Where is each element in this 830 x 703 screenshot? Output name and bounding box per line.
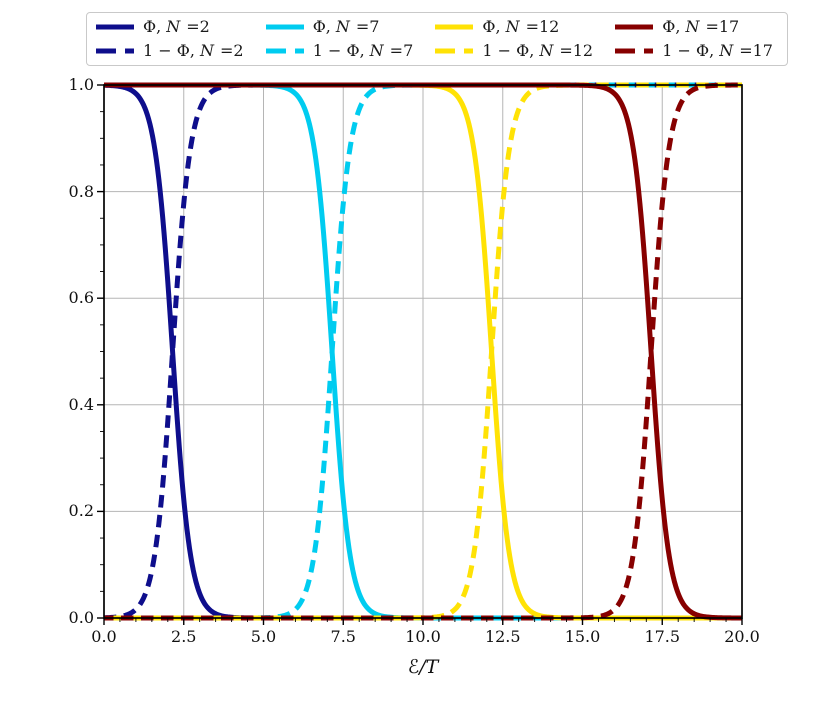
legend-label-suffix: =2 [186, 17, 210, 36]
legend-column: Φ, N =7 1 − Φ, N =7 [265, 16, 414, 62]
legend-swatch-dashed-line [435, 48, 474, 54]
legend-column: Φ, N =17 1 − Φ, N =17 [615, 16, 773, 62]
legend-entry: Φ, N =12 [435, 16, 593, 38]
x-axis-label: ℰ/T [407, 656, 439, 678]
legend-label: Φ, N =2 [143, 16, 210, 38]
x-tick-label: 17.5 [644, 627, 681, 646]
legend-label-suffix: =7 [389, 41, 414, 60]
legend-label: Φ, N =17 [662, 16, 739, 38]
legend-label-prefix: Φ, [312, 17, 331, 36]
legend-swatch-solid-line [615, 24, 654, 30]
legend-label: 1 − Φ, N =2 [143, 40, 244, 62]
legend-n-symbol: N [539, 41, 554, 60]
legend: Φ, N =2 1 − Φ, N =2 Φ, N =7 1 − Φ, N =7 Φ, N =12 1 − Φ,… [86, 12, 788, 66]
legend-n-symbol: N [166, 17, 181, 36]
x-tick-label: 5.0 [250, 627, 277, 646]
y-tick-label: 0.6 [68, 288, 94, 308]
grid-lines [104, 85, 742, 618]
legend-entry: 1 − Φ, N =2 [96, 40, 244, 62]
legend-entry: 1 − Φ, N =17 [615, 40, 773, 62]
legend-swatch-solid-line [265, 24, 304, 30]
legend-label: 1 − Φ, N =17 [662, 40, 773, 62]
legend-n-symbol: N [335, 17, 350, 36]
legend-swatch-solid-line [96, 24, 134, 30]
legend-entry: Φ, N =7 [265, 16, 414, 38]
legend-swatch-dashed-line [96, 48, 134, 54]
legend-swatch-dashed-line [265, 48, 304, 54]
legend-label-suffix: =2 [219, 41, 244, 60]
legend-swatch-solid-line [435, 24, 474, 30]
legend-n-symbol: N [685, 17, 700, 36]
legend-column: Φ, N =12 1 − Φ, N =12 [435, 16, 593, 62]
legend-n-symbol: N [369, 41, 384, 60]
x-tick-label: 7.5 [330, 627, 356, 646]
legend-n-symbol: N [505, 17, 520, 36]
y-tick-label: 0.2 [68, 501, 94, 521]
y-tick-label: 0.8 [68, 181, 94, 201]
legend-label-prefix: 1 − Φ, [482, 41, 535, 60]
x-tick-label: 2.5 [171, 627, 197, 646]
legend-entry: 1 − Φ, N =7 [265, 40, 414, 62]
legend-label-prefix: Φ, [662, 17, 681, 36]
axis-ticks [97, 84, 743, 625]
legend-label-suffix: =17 [705, 17, 740, 36]
legend-label: 1 − Φ, N =12 [482, 40, 593, 62]
x-tick-label: 0.0 [91, 627, 117, 646]
x-tick-label: 12.5 [484, 627, 521, 646]
legend-label-prefix: Φ, [482, 17, 501, 36]
legend-label-prefix: 1 − Φ, [143, 41, 195, 60]
legend-entry: Φ, N =17 [615, 16, 773, 38]
legend-label-prefix: 1 − Φ, [312, 41, 365, 60]
y-tick-label: 1.0 [68, 75, 94, 94]
legend-label-suffix: =7 [355, 17, 380, 36]
x-tick-label: 10.0 [405, 627, 441, 646]
y-tick-label: 0.4 [68, 394, 94, 414]
x-tick-label: 15.0 [564, 627, 601, 646]
legend-label: Φ, N =12 [482, 16, 559, 38]
x-tick-label: 20.0 [724, 627, 760, 646]
legend-n-symbol: N [719, 41, 734, 60]
legend-n-symbol: N [199, 41, 214, 60]
y-tick-label: 0.0 [68, 608, 94, 627]
legend-swatch-dashed-line [615, 48, 654, 54]
legend-label-suffix: =17 [739, 41, 773, 60]
legend-label-suffix: =12 [525, 17, 560, 36]
legend-entry: 1 − Φ, N =12 [435, 40, 593, 62]
legend-entry: Φ, N =2 [96, 16, 244, 38]
legend-label-prefix: 1 − Φ, [662, 41, 715, 60]
legend-label-suffix: =12 [559, 41, 594, 60]
legend-label: Φ, N =7 [313, 16, 380, 38]
legend-label: 1 − Φ, N =7 [313, 40, 414, 62]
legend-column: Φ, N =2 1 − Φ, N =2 [96, 16, 244, 62]
legend-label-prefix: Φ, [143, 17, 162, 36]
